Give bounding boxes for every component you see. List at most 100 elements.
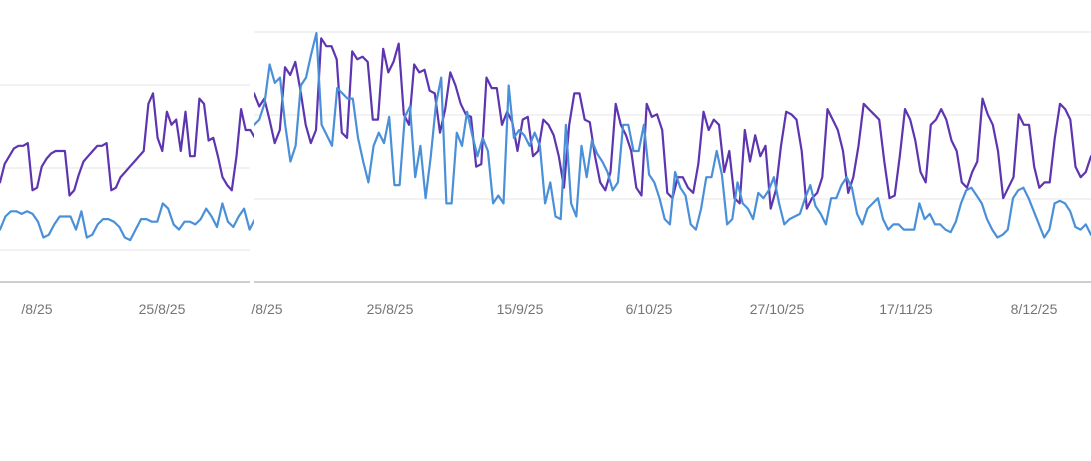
series-2-point-74: [632, 150, 634, 152]
series-2-point-139: [970, 187, 972, 189]
series-2-point-49: [502, 202, 504, 204]
series-1-point-150: [1023, 124, 1025, 126]
series-1-point-92: [723, 171, 725, 173]
series-1-point-28: [124, 171, 126, 173]
series-1-point-161: [1080, 176, 1082, 178]
series-1-point-135: [945, 118, 947, 120]
series-1-point-24: [372, 118, 374, 120]
series-1-point-3: [8, 155, 10, 157]
series-1-point-21: [92, 150, 94, 152]
series-2-point-67: [596, 152, 598, 154]
series-1-point-50: [226, 184, 228, 186]
series-1-point-136: [950, 139, 952, 141]
series-1-point-8: [289, 74, 291, 76]
series-1-point-81: [666, 192, 668, 194]
series-2-point-115: [846, 176, 848, 178]
series-1-point-87: [697, 163, 699, 165]
series-2-point-80: [664, 218, 666, 220]
series-2-point-39: [450, 202, 452, 204]
series-1-point-64: [578, 92, 580, 94]
series-1-point-99: [759, 155, 761, 157]
series-1-point-36: [434, 92, 436, 94]
series-1-point-35: [156, 137, 158, 139]
series-1-point-95: [739, 202, 741, 204]
series-1-point-54: [527, 116, 529, 118]
series-2-point-145: [1001, 234, 1003, 236]
series-2-point-50: [508, 84, 510, 86]
series-1-point-69: [604, 189, 606, 191]
series-1-point-130: [919, 171, 921, 173]
panel-background: [254, 0, 1091, 461]
series-1-point-12: [310, 142, 312, 144]
series-2-point-149: [1022, 187, 1024, 189]
series-1-point-43: [194, 155, 196, 157]
series-1-point-93: [728, 150, 730, 152]
series-2-point-82: [674, 171, 676, 173]
series-1-point-24: [105, 142, 107, 144]
series-2-point-37: [440, 76, 442, 78]
series-1-point-17: [73, 189, 75, 191]
series-2-point-7: [31, 213, 33, 215]
series-1-point-146: [1002, 197, 1004, 199]
series-2-point-111: [825, 223, 827, 225]
series-1-point-39: [449, 71, 451, 73]
x-tick-label: 27/10/25: [750, 301, 805, 317]
series-1-point-26: [382, 48, 384, 50]
series-1-point-11: [305, 124, 307, 126]
x-tick-label: /8/25: [21, 301, 52, 317]
series-2-point-8: [37, 221, 39, 223]
series-1-point-115: [842, 150, 844, 152]
series-1-point-126: [899, 155, 901, 157]
series-2-point-73: [627, 124, 629, 126]
series-2-point-36: [189, 221, 191, 223]
series-2-point-132: [934, 223, 936, 225]
series-2-point-90: [716, 150, 718, 152]
series-1-point-120: [868, 108, 870, 110]
series-1-point-44: [198, 97, 200, 99]
series-2-point-108: [809, 184, 811, 186]
series-2-point-26: [134, 228, 136, 230]
series-2-point-26: [383, 142, 385, 144]
x-tick-label: 15/9/25: [497, 301, 544, 317]
series-2-point-100: [768, 189, 770, 191]
series-1-point-129: [914, 139, 916, 141]
series-1-point-111: [821, 176, 823, 178]
series-2-point-83: [679, 187, 681, 189]
series-2-point-35: [183, 221, 185, 223]
series-1-point-49: [221, 176, 223, 178]
series-2-point-2: [258, 118, 260, 120]
series-2-point-11: [305, 76, 307, 78]
series-1-point-84: [682, 176, 684, 178]
series-2-point-17: [336, 87, 338, 89]
series-1-point-141: [976, 160, 978, 162]
series-1-point-17: [336, 58, 338, 60]
series-1-point-68: [599, 181, 601, 183]
series-1-point-153: [1038, 187, 1040, 189]
series-1-point-12: [50, 152, 52, 154]
series-1-point-48: [217, 155, 219, 157]
series-1-point-96: [744, 129, 746, 131]
series-2-point-7: [284, 124, 286, 126]
series-2-point-148: [1017, 189, 1019, 191]
series-2-point-131: [929, 213, 931, 215]
series-1-point-15: [325, 45, 327, 47]
series-1-point-106: [795, 118, 797, 120]
series-1-point-71: [615, 103, 617, 105]
series-1-point-41: [460, 103, 462, 105]
series-2-point-68: [601, 160, 603, 162]
series-1-point-41: [184, 111, 186, 113]
series-2-point-77: [648, 173, 650, 175]
series-1-point-89: [708, 129, 710, 131]
series-2-point-40: [210, 215, 212, 217]
series-2-point-142: [986, 218, 988, 220]
series-2-point-12: [59, 215, 61, 217]
series-1-point-80: [661, 129, 663, 131]
series-2-point-15: [75, 228, 77, 230]
series-1-point-19: [346, 137, 348, 139]
series-1-point-51: [231, 189, 233, 191]
series-2-point-15: [326, 134, 328, 136]
series-1-point-122: [878, 118, 880, 120]
series-2-point-29: [398, 184, 400, 186]
series-2-point-36: [435, 103, 437, 105]
series-1-point-128: [909, 118, 911, 120]
